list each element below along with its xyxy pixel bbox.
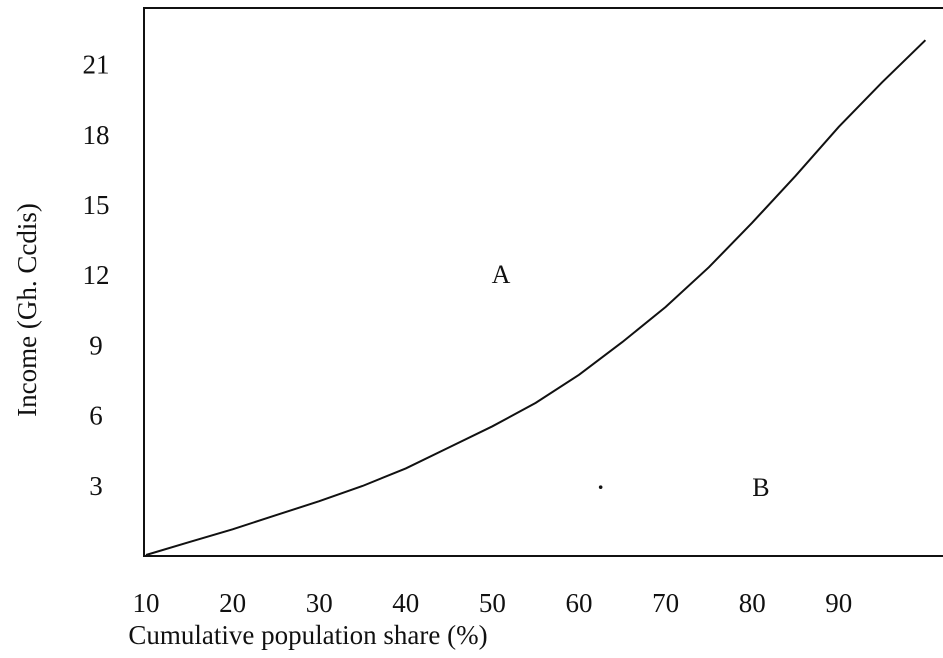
x-tick-label: 80 (739, 588, 766, 618)
x-tick-label: 70 (652, 588, 679, 618)
x-tick-label: 50 (479, 588, 506, 618)
x-tick-label: 40 (392, 588, 419, 618)
plot-frame (143, 7, 943, 557)
income-curve (145, 39, 927, 556)
y-tick-label: 12 (83, 260, 110, 290)
x-axis-label: Cumulative population share (%) (128, 620, 487, 650)
x-tick-label: 60 (566, 588, 593, 618)
y-tick-label: 21 (83, 50, 110, 80)
region-labels: AB (492, 260, 770, 502)
y-tick-label: 6 (89, 401, 103, 431)
y-tick-label: 18 (83, 120, 110, 150)
y-tick-label: 3 (89, 471, 103, 501)
region-label-a: A (492, 260, 511, 289)
x-tick-label: 20 (219, 588, 246, 618)
x-tick-label: 90 (825, 588, 852, 618)
y-tick-label: 15 (83, 190, 110, 220)
region-label-b: B (752, 473, 769, 502)
x-tick-label: 10 (133, 588, 160, 618)
y-tick-label: 9 (89, 330, 103, 360)
x-tick-labels: 10 20 30 40 50 60 70 80 90 (133, 588, 853, 618)
y-tick-labels: 3 6 9 12 15 18 21 (83, 50, 110, 501)
y-axis-label: Income (Gh. Ccdis) (12, 203, 42, 417)
x-tick-label: 30 (306, 588, 333, 618)
stray-dot-mark (598, 485, 603, 489)
